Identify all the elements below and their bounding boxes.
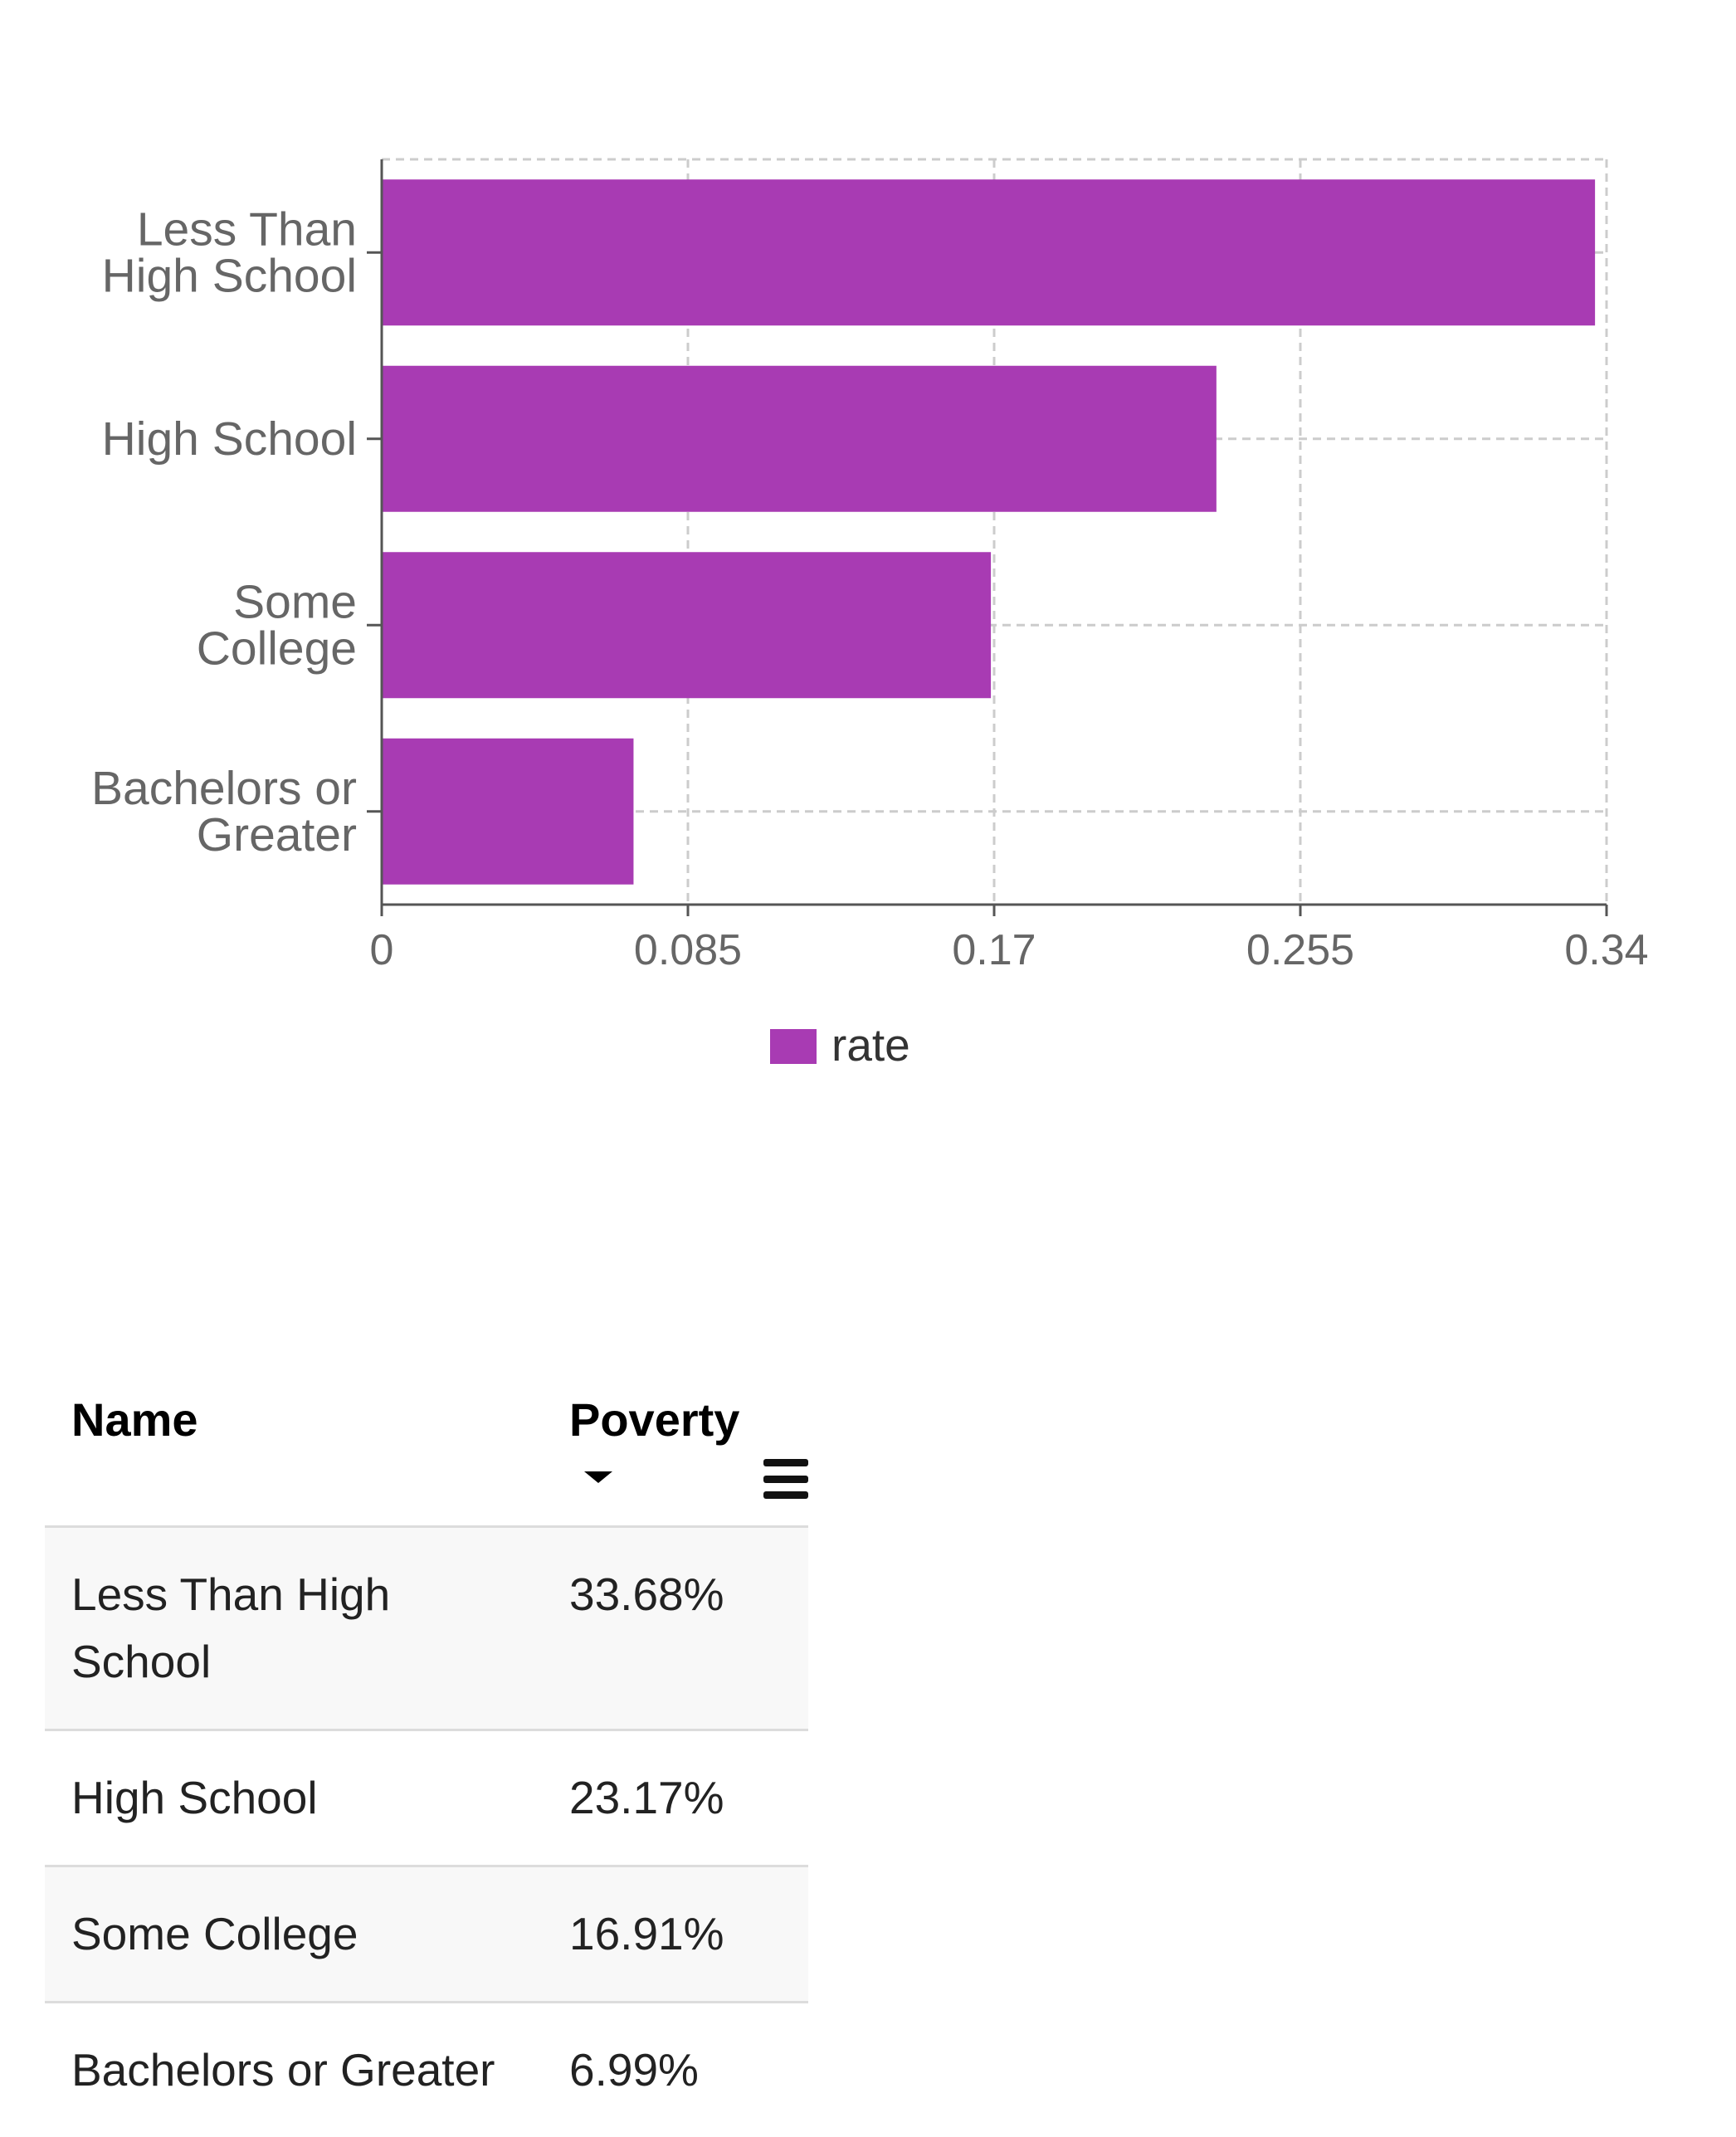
bar	[382, 179, 1595, 325]
cell-name: Some College	[45, 1866, 543, 2003]
table-row[interactable]: High School 23.17%	[45, 1730, 808, 1866]
x-tick-label: 0	[370, 926, 394, 974]
data-table: Name Poverty Less Than High School 33.68…	[45, 1361, 808, 2137]
column-header-name-label: Name	[71, 1393, 198, 1446]
column-menu-icon[interactable]	[763, 1459, 808, 1499]
bar	[382, 739, 633, 885]
table-row[interactable]: Some College 16.91%	[45, 1866, 808, 2003]
x-tick-label: 0.34	[1564, 926, 1648, 974]
bar	[382, 552, 991, 698]
cell-poverty: 23.17%	[543, 1730, 808, 1866]
legend: rate	[770, 1019, 910, 1071]
cell-name: Bachelors or Greater	[45, 2003, 543, 2137]
cell-poverty: 6.99%	[543, 2003, 808, 2137]
column-header-name[interactable]: Name	[45, 1361, 543, 1527]
table-row[interactable]: Less Than High School 33.68%	[45, 1527, 808, 1730]
column-header-poverty[interactable]: Poverty	[543, 1361, 808, 1527]
cell-poverty: 33.68%	[543, 1527, 808, 1730]
x-tick-label: 0.085	[634, 926, 742, 974]
sort-descending-icon[interactable]	[584, 1471, 612, 1483]
table-header-row: Name Poverty	[45, 1361, 808, 1527]
legend-label: rate	[831, 1019, 910, 1071]
x-tick-label: 0.255	[1246, 926, 1354, 974]
cell-poverty: 16.91%	[543, 1866, 808, 2003]
cell-name: High School	[45, 1730, 543, 1866]
legend-swatch	[770, 1029, 817, 1064]
y-category-label: High School	[102, 412, 357, 466]
bars	[382, 179, 1595, 885]
bar	[382, 366, 1217, 512]
x-tick-label: 0.17	[952, 926, 1036, 974]
table-row[interactable]: Bachelors or Greater 6.99%	[45, 2003, 808, 2137]
column-header-poverty-label: Poverty	[569, 1393, 739, 1446]
cell-name: Less Than High School	[45, 1527, 543, 1730]
